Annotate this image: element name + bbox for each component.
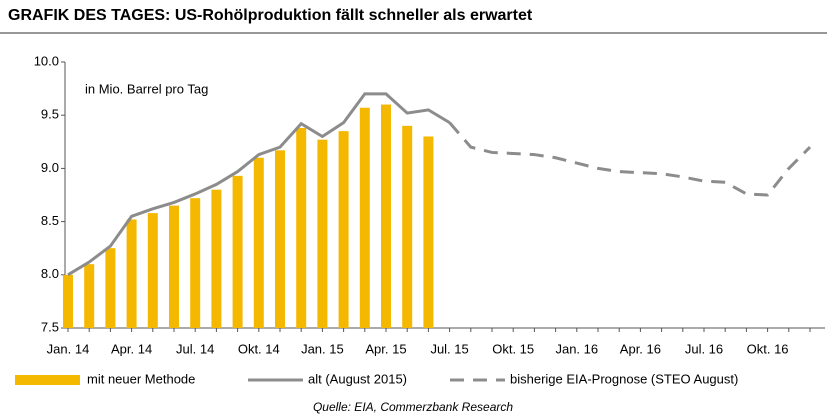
legend-label: alt (August 2015) — [308, 371, 407, 386]
chart-title: GRAFIK DES TAGES: US-Rohölproduktion fäl… — [8, 7, 533, 24]
bar — [63, 274, 73, 328]
bar — [381, 104, 391, 328]
bar — [317, 139, 328, 328]
x-tick-label: Jan. 14 — [47, 341, 90, 356]
x-tick-label: Apr. 15 — [365, 341, 406, 356]
y-tick-label: 8.0 — [41, 266, 59, 281]
x-tick-label: Jan. 15 — [301, 341, 344, 356]
annotation: in Mio. Barrel pro Tag — [85, 81, 208, 96]
x-tick-label: Jan. 16 — [555, 341, 598, 356]
x-tick-label: Apr. 14 — [111, 341, 152, 356]
x-tick-label: Jul. 16 — [685, 341, 723, 356]
y-tick-label: 9.5 — [41, 107, 59, 122]
source: Quelle: EIA, Commerzbank Research — [313, 400, 513, 414]
bar — [359, 107, 370, 328]
legend-swatch — [15, 375, 80, 385]
bar — [84, 264, 95, 328]
bar — [169, 205, 179, 328]
bar — [147, 213, 158, 328]
x-tick-label: Jul. 14 — [176, 341, 214, 356]
line — [448, 121, 812, 197]
bar — [190, 198, 201, 328]
legend-label: mit neuer Methode — [87, 371, 195, 386]
legend-label: bisherige EIA-Prognose (STEO August) — [510, 371, 738, 386]
bar — [211, 189, 222, 328]
bar — [105, 248, 116, 328]
bar — [232, 175, 243, 328]
bar — [296, 127, 307, 328]
y-tick-label: 8.5 — [41, 213, 59, 228]
x-tick-label: Okt. 16 — [747, 341, 789, 356]
bar — [402, 125, 413, 328]
bar — [423, 136, 434, 328]
y-tick-label: 10.0 — [34, 53, 59, 68]
line — [67, 92, 451, 277]
bar — [126, 219, 137, 328]
bar — [338, 131, 349, 328]
bar — [275, 150, 285, 328]
x-tick-label: Apr. 16 — [620, 341, 661, 356]
bar — [253, 157, 264, 328]
y-tick-label: 9.0 — [41, 160, 59, 175]
x-tick-label: Okt. 15 — [492, 341, 534, 356]
x-tick-label: Okt. 14 — [238, 341, 280, 356]
x-tick-label: Jul. 15 — [430, 341, 468, 356]
y-tick-label: 7.5 — [41, 319, 59, 334]
